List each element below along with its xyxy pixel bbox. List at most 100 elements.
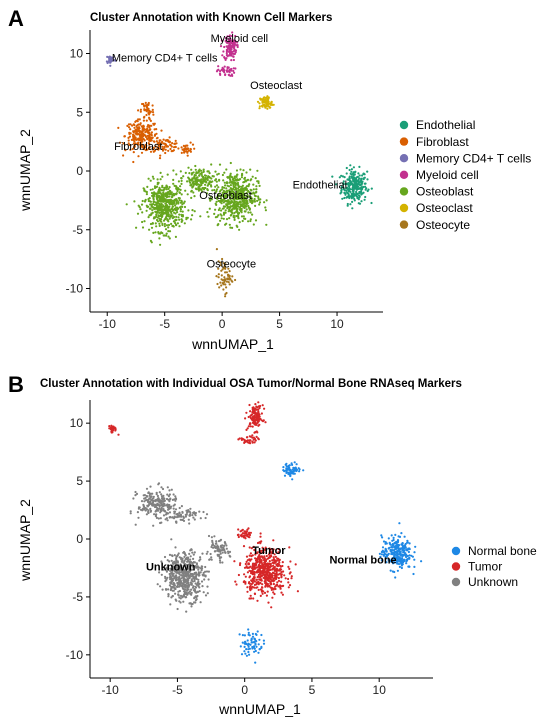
data-point bbox=[246, 590, 249, 593]
data-point bbox=[175, 513, 178, 516]
data-point bbox=[398, 565, 401, 569]
data-point bbox=[217, 199, 220, 202]
legend-label: Memory CD4+ T cells bbox=[416, 151, 531, 165]
data-point bbox=[163, 555, 167, 559]
data-point bbox=[172, 225, 175, 228]
data-point bbox=[159, 517, 162, 520]
data-point bbox=[250, 196, 253, 199]
data-point bbox=[210, 198, 213, 201]
data-point bbox=[249, 552, 252, 555]
data-point bbox=[248, 403, 251, 407]
data-point bbox=[219, 197, 223, 200]
data-point bbox=[282, 584, 285, 588]
legend-label: Unknown bbox=[468, 575, 518, 589]
data-point bbox=[144, 496, 147, 499]
data-point bbox=[139, 208, 142, 211]
data-point bbox=[343, 189, 346, 192]
data-point bbox=[260, 551, 263, 554]
data-point bbox=[221, 173, 224, 177]
data-point bbox=[252, 562, 255, 565]
data-point bbox=[187, 209, 190, 212]
data-point bbox=[237, 197, 240, 200]
data-point bbox=[162, 138, 165, 141]
data-point bbox=[173, 568, 176, 571]
data-point bbox=[206, 592, 209, 595]
data-point bbox=[178, 575, 181, 579]
data-point bbox=[263, 105, 266, 108]
data-point bbox=[142, 187, 145, 190]
data-point bbox=[257, 196, 260, 200]
data-point bbox=[189, 570, 192, 573]
legend-item: Osteoblast bbox=[399, 185, 474, 199]
data-point bbox=[132, 142, 135, 145]
data-point bbox=[270, 606, 273, 609]
data-point bbox=[351, 207, 354, 210]
data-point bbox=[164, 228, 168, 231]
data-point bbox=[138, 118, 141, 121]
data-point bbox=[202, 175, 205, 179]
data-point bbox=[288, 466, 291, 469]
data-point bbox=[247, 566, 250, 569]
data-point bbox=[272, 571, 275, 574]
data-point bbox=[175, 578, 178, 582]
data-point bbox=[162, 514, 166, 517]
data-point bbox=[239, 203, 242, 206]
data-point bbox=[219, 550, 222, 553]
data-point bbox=[155, 132, 158, 135]
data-point bbox=[271, 559, 274, 562]
data-point bbox=[163, 222, 166, 226]
data-point bbox=[391, 570, 394, 573]
data-point bbox=[137, 155, 140, 158]
data-point bbox=[226, 278, 229, 281]
data-point bbox=[178, 199, 181, 202]
data-point bbox=[275, 569, 278, 572]
data-point bbox=[201, 552, 204, 555]
data-point bbox=[125, 203, 128, 206]
data-point bbox=[162, 189, 165, 192]
data-point bbox=[280, 571, 283, 574]
data-point bbox=[171, 594, 174, 598]
data-point bbox=[253, 650, 256, 653]
data-point bbox=[292, 466, 295, 469]
data-point bbox=[225, 41, 228, 44]
data-point bbox=[408, 542, 411, 545]
data-point bbox=[138, 139, 141, 142]
data-point bbox=[193, 601, 196, 604]
data-point bbox=[273, 559, 276, 562]
data-point bbox=[272, 591, 275, 594]
data-point bbox=[345, 172, 348, 175]
data-point bbox=[394, 576, 397, 579]
data-point bbox=[236, 173, 239, 176]
data-point bbox=[391, 557, 394, 560]
data-point bbox=[197, 568, 200, 571]
data-point bbox=[143, 133, 146, 136]
data-point bbox=[169, 569, 172, 573]
data-point bbox=[250, 641, 253, 644]
data-point bbox=[224, 295, 227, 298]
data-point bbox=[231, 50, 234, 53]
data-point bbox=[362, 172, 365, 175]
data-point bbox=[250, 586, 253, 590]
data-point bbox=[271, 552, 274, 555]
data-point bbox=[211, 189, 214, 192]
data-point bbox=[191, 186, 194, 189]
data-point bbox=[234, 43, 237, 46]
data-point bbox=[159, 213, 162, 216]
data-point bbox=[230, 187, 233, 191]
x-tick-label: -10 bbox=[102, 683, 120, 697]
data-point bbox=[220, 284, 223, 287]
data-point bbox=[248, 207, 251, 210]
data-point bbox=[267, 553, 270, 556]
series-unknown bbox=[129, 482, 232, 613]
data-point bbox=[234, 182, 237, 185]
data-point bbox=[253, 194, 256, 197]
data-point bbox=[252, 223, 255, 226]
data-point bbox=[132, 136, 136, 139]
data-point bbox=[148, 128, 151, 132]
data-point bbox=[194, 168, 197, 171]
x-tick-label: 10 bbox=[373, 683, 387, 697]
data-point bbox=[186, 180, 189, 183]
data-point bbox=[152, 203, 155, 206]
data-point bbox=[255, 645, 258, 648]
